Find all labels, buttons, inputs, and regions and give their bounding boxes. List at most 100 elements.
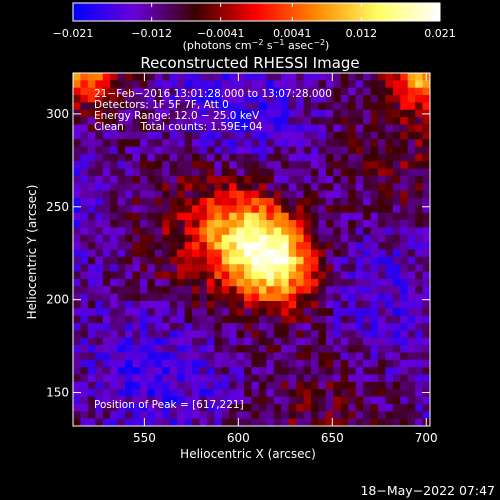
heatmap-pixel bbox=[102, 175, 111, 184]
heatmap-pixel bbox=[117, 198, 126, 206]
heatmap-pixel bbox=[214, 418, 223, 426]
heatmap-pixel bbox=[377, 359, 386, 368]
heatmap-pixel bbox=[400, 249, 409, 258]
heatmap-pixel bbox=[400, 139, 409, 148]
heatmap-pixel bbox=[400, 389, 409, 398]
heatmap-pixel bbox=[311, 256, 320, 265]
heatmap-pixel bbox=[385, 161, 394, 170]
heatmap-pixel bbox=[169, 124, 178, 133]
heatmap-pixel bbox=[348, 249, 357, 258]
heatmap-pixel bbox=[110, 212, 119, 221]
heatmap-pixel bbox=[296, 95, 305, 104]
heatmap-pixel bbox=[87, 330, 96, 339]
heatmap-pixel bbox=[355, 131, 364, 140]
heatmap-pixel bbox=[147, 146, 156, 155]
heatmap-pixel bbox=[422, 95, 430, 104]
heatmap-pixel bbox=[407, 256, 416, 265]
heatmap-pixel bbox=[325, 212, 334, 221]
heatmap-pixel bbox=[221, 249, 230, 258]
heatmap-pixel bbox=[184, 190, 193, 199]
heatmap-pixel bbox=[147, 403, 156, 412]
heatmap-pixel bbox=[415, 278, 424, 287]
heatmap-pixel bbox=[169, 286, 178, 295]
heatmap-pixel bbox=[87, 308, 96, 317]
heatmap-pixel bbox=[229, 190, 238, 199]
heatmap-pixel bbox=[206, 124, 215, 133]
heatmap-pixel bbox=[117, 271, 126, 280]
heatmap-pixel bbox=[385, 352, 394, 361]
heatmap-pixel bbox=[87, 389, 96, 398]
heatmap-pixel bbox=[318, 330, 327, 339]
heatmap-pixel bbox=[333, 300, 342, 309]
heatmap-pixel bbox=[206, 242, 215, 251]
heatmap-pixel bbox=[184, 205, 193, 214]
heatmap-pixel bbox=[266, 249, 275, 258]
heatmap-pixel bbox=[139, 212, 148, 221]
heatmap-pixel bbox=[147, 87, 156, 96]
heatmap-pixel bbox=[311, 102, 320, 111]
heatmap-pixel bbox=[407, 271, 416, 280]
heatmap-pixel bbox=[363, 205, 372, 214]
heatmap-pixel bbox=[80, 315, 89, 324]
heatmap-pixel bbox=[400, 271, 409, 280]
heatmap-pixel bbox=[266, 212, 275, 221]
heatmap-pixel bbox=[392, 124, 401, 133]
heatmap-pixel bbox=[102, 264, 111, 273]
heatmap-pixel bbox=[147, 109, 156, 118]
heatmap-pixel bbox=[318, 175, 327, 184]
heatmap-pixel bbox=[132, 323, 141, 331]
heatmap-pixel bbox=[273, 183, 282, 192]
heatmap-pixel bbox=[385, 286, 394, 295]
heatmap-pixel bbox=[266, 381, 275, 390]
heatmap-pixel bbox=[340, 308, 349, 317]
heatmap-pixel bbox=[266, 124, 275, 133]
heatmap-pixel bbox=[244, 300, 253, 309]
heatmap-pixel bbox=[281, 168, 290, 177]
heatmap-pixel bbox=[355, 300, 364, 309]
heatmap-pixel bbox=[117, 102, 126, 111]
heatmap-pixel bbox=[407, 411, 416, 420]
heatmap-pixel bbox=[162, 183, 171, 192]
heatmap-pixel bbox=[110, 242, 119, 251]
heatmap-pixel bbox=[95, 367, 104, 376]
heatmap-pixel bbox=[325, 175, 334, 184]
heatmap-pixel bbox=[325, 80, 334, 89]
heatmap-pixel bbox=[281, 396, 290, 405]
heatmap-pixel bbox=[169, 323, 178, 331]
heatmap-pixel bbox=[400, 359, 409, 368]
x-tick-label: 650 bbox=[321, 431, 344, 445]
heatmap-pixel bbox=[325, 153, 334, 162]
heatmap-pixel bbox=[87, 323, 96, 331]
heatmap-pixel bbox=[251, 323, 260, 331]
heatmap-pixel bbox=[73, 345, 82, 354]
heatmap-pixel bbox=[273, 242, 282, 251]
heatmap-pixel bbox=[296, 205, 305, 214]
heatmap-pixel bbox=[251, 381, 260, 390]
heatmap-pixel bbox=[236, 264, 245, 273]
x-tick-label: 700 bbox=[415, 431, 438, 445]
heatmap-pixel bbox=[73, 359, 82, 368]
heatmap-pixel bbox=[311, 278, 320, 287]
heatmap-pixel bbox=[147, 139, 156, 148]
heatmap-pixel bbox=[199, 256, 208, 265]
heatmap-pixel bbox=[415, 300, 424, 309]
heatmap-pixel bbox=[192, 153, 201, 162]
heatmap-pixel bbox=[95, 146, 104, 155]
heatmap-pixel bbox=[162, 139, 171, 148]
heatmap-pixel bbox=[125, 168, 134, 177]
heatmap-pixel bbox=[281, 95, 290, 104]
heatmap-pixel bbox=[311, 293, 320, 302]
heatmap-pixel bbox=[363, 73, 372, 81]
heatmap-pixel bbox=[333, 418, 342, 426]
heatmap-pixel bbox=[422, 374, 430, 383]
heatmap-pixel bbox=[400, 381, 409, 390]
heatmap-pixel bbox=[125, 139, 134, 148]
heatmap-pixel bbox=[370, 220, 379, 229]
heatmap-pixel bbox=[340, 168, 349, 177]
heatmap-pixel bbox=[340, 389, 349, 398]
heatmap-pixel bbox=[266, 345, 275, 354]
heatmap-pixel bbox=[296, 153, 305, 162]
heatmap-pixel bbox=[370, 131, 379, 140]
heatmap-pixel bbox=[340, 315, 349, 324]
heatmap-pixel bbox=[206, 227, 215, 236]
